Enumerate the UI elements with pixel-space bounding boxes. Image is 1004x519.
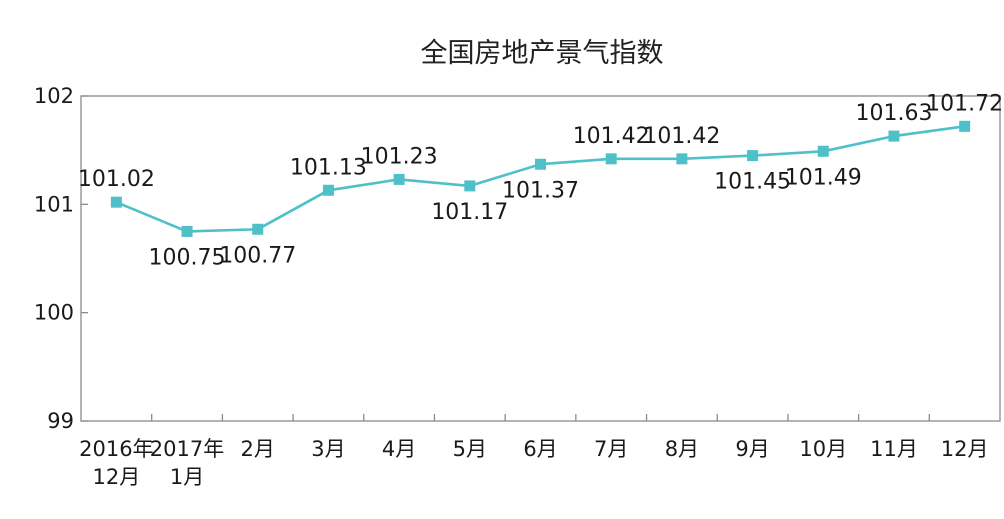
data-point-marker: [110, 196, 122, 208]
x-tick-label: 4月: [382, 437, 416, 461]
y-tick-label: 100: [34, 301, 74, 325]
data-label: 101.72: [926, 91, 1003, 116]
data-point-marker: [676, 153, 688, 165]
x-tick-label: 3月: [311, 437, 345, 461]
data-label: 101.42: [643, 124, 720, 149]
x-tick-label-line: 8月: [665, 437, 699, 461]
x-tick-label-line: 1月: [170, 465, 204, 489]
data-label: 101.42: [573, 124, 650, 149]
plot-frame: [80, 95, 1001, 422]
chart-title: 全国房地产景气指数: [421, 38, 664, 69]
x-tick-label-line: 4月: [382, 437, 416, 461]
x-tick-label-line: 6月: [523, 437, 557, 461]
x-tick-label-line: 7月: [594, 437, 628, 461]
data-label: 101.37: [502, 178, 579, 203]
data-label: 101.23: [361, 144, 438, 169]
data-point-marker: [322, 184, 334, 196]
x-tick-label-line: 2017年: [150, 437, 224, 461]
x-tick-label: 12月: [941, 437, 989, 461]
data-label: 101.02: [78, 167, 155, 192]
x-tick-label: 5月: [453, 437, 487, 461]
x-tick-label-line: 5月: [453, 437, 487, 461]
x-tick-label-line: 12月: [941, 437, 989, 461]
x-tick-label-line: 9月: [735, 437, 769, 461]
data-label: 101.49: [785, 165, 862, 190]
data-point-marker: [252, 223, 264, 235]
x-tick-label: 9月: [735, 437, 769, 461]
data-label: 100.75: [149, 245, 226, 270]
data-point-marker: [605, 153, 617, 165]
data-point-marker: [888, 130, 900, 142]
x-tick-label: 10月: [799, 437, 847, 461]
x-tick-label-line: 11月: [870, 437, 918, 461]
data-label: 101.63: [855, 101, 932, 126]
x-tick-label: 2016年 12月: [79, 437, 153, 489]
data-label: 100.77: [219, 243, 296, 268]
x-tick-label: 8月: [665, 437, 699, 461]
data-point-marker: [535, 158, 546, 170]
x-tick-label-line: 3月: [311, 437, 345, 461]
x-tick-label-line: 2月: [241, 437, 275, 461]
data-label: 101.13: [290, 155, 367, 180]
data-point-marker: [181, 225, 193, 237]
data-point-marker: [747, 150, 759, 162]
x-tick-label: 7月: [594, 437, 628, 461]
data-point-marker: [393, 173, 405, 185]
x-tick-label: 11月: [870, 437, 918, 461]
y-tick-label: 101: [34, 192, 74, 216]
data-point-marker: [959, 120, 971, 132]
x-tick-label-line: 12月: [92, 465, 140, 489]
data-labels: 101.02100.75100.77101.13101.23101.17101.…: [78, 91, 1003, 270]
data-point-marker: [817, 145, 829, 157]
y-tick-label: 102: [34, 84, 74, 108]
data-label: 101.17: [431, 200, 508, 225]
x-tick-label: 6月: [523, 437, 557, 461]
x-tick-label: 2月: [241, 437, 275, 461]
data-label: 101.45: [714, 170, 791, 195]
x-tick-label: 2017年 1月: [150, 437, 224, 489]
y-tick-label: 99: [47, 409, 74, 433]
x-tick-label-line: 2016年: [79, 437, 153, 461]
data-point-marker: [464, 180, 476, 192]
x-tick-label-line: 10月: [799, 437, 847, 461]
series-group: [110, 120, 971, 237]
